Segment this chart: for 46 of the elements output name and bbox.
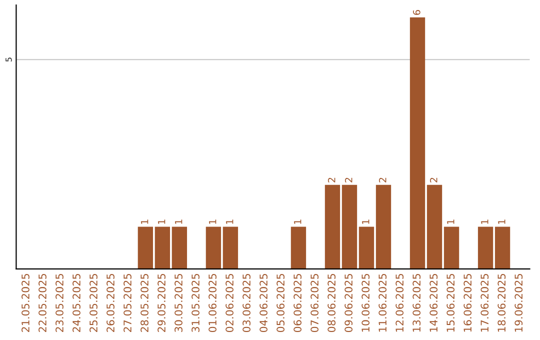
x-tick-label: 03.06.2025 bbox=[242, 274, 250, 332]
x-tick-label: 01.06.2025 bbox=[208, 274, 216, 332]
x-tick-label: 31.05.2025 bbox=[192, 274, 200, 332]
data-label: 2 bbox=[430, 178, 438, 182]
x-tick-label: 08.06.2025 bbox=[328, 274, 336, 332]
x-tick-label: 07.06.2025 bbox=[310, 274, 319, 332]
x-tick-label: 18.06.2025 bbox=[498, 274, 506, 332]
x-tick-label: 17.06.2025 bbox=[480, 274, 489, 332]
x-tick-label: 10.06.2025 bbox=[362, 274, 370, 332]
x-tick-label: 22.05.2025 bbox=[38, 274, 46, 332]
x-tick-label: 05.06.2025 bbox=[276, 274, 284, 332]
x-tick-label: 06.06.2025 bbox=[294, 274, 302, 332]
data-label: 1 bbox=[294, 220, 302, 224]
x-tick-label: 23.05.2025 bbox=[56, 274, 64, 332]
data-label: 6 bbox=[412, 10, 420, 15]
x-tick-label: 14.06.2025 bbox=[430, 274, 438, 332]
data-label: 1 bbox=[209, 220, 216, 224]
data-label: 2 bbox=[328, 178, 336, 182]
x-tick-label: 11.06.2025 bbox=[378, 274, 387, 332]
data-label: 1 bbox=[481, 220, 488, 224]
data-label: 2 bbox=[378, 178, 386, 182]
x-tick-label: 28.05.2025 bbox=[140, 274, 148, 332]
x-tick-label: 24.05.2025 bbox=[72, 274, 80, 332]
x-tick-label: 04.06.2025 bbox=[260, 274, 268, 332]
x-tick-label: 09.06.2025 bbox=[344, 274, 353, 332]
data-label: 1 bbox=[498, 220, 506, 224]
x-tick-label: 12.06.2025 bbox=[396, 274, 404, 332]
x-tick-label: 30.05.2025 bbox=[174, 274, 182, 332]
x-tick-label: 29.05.2025 bbox=[158, 274, 166, 332]
data-label: 1 bbox=[141, 220, 148, 224]
x-tick-label: 26.05.2025 bbox=[106, 274, 114, 332]
x-tick-label: 15.06.2025 bbox=[446, 274, 455, 332]
x-tick-label: 16.06.2025 bbox=[464, 274, 472, 332]
y-tick-label: 5 bbox=[6, 58, 12, 62]
data-label: 1 bbox=[362, 220, 370, 224]
data-label: 2 bbox=[344, 178, 352, 182]
x-tick-label: 27.05.2025 bbox=[124, 274, 132, 332]
x-tick-label: 02.06.2025 bbox=[226, 274, 234, 332]
x-tick-label: 21.05.2025 bbox=[22, 274, 30, 332]
x-tick-label: 13.06.2025 bbox=[412, 274, 421, 332]
x-tick-label: 19.06.2025 bbox=[514, 274, 523, 332]
data-label: 1 bbox=[158, 220, 166, 224]
x-tick-label: 25.05.2025 bbox=[90, 274, 98, 332]
data-label: 1 bbox=[447, 220, 454, 224]
data-label: 1 bbox=[175, 220, 182, 224]
data-label: 1 bbox=[226, 220, 234, 224]
